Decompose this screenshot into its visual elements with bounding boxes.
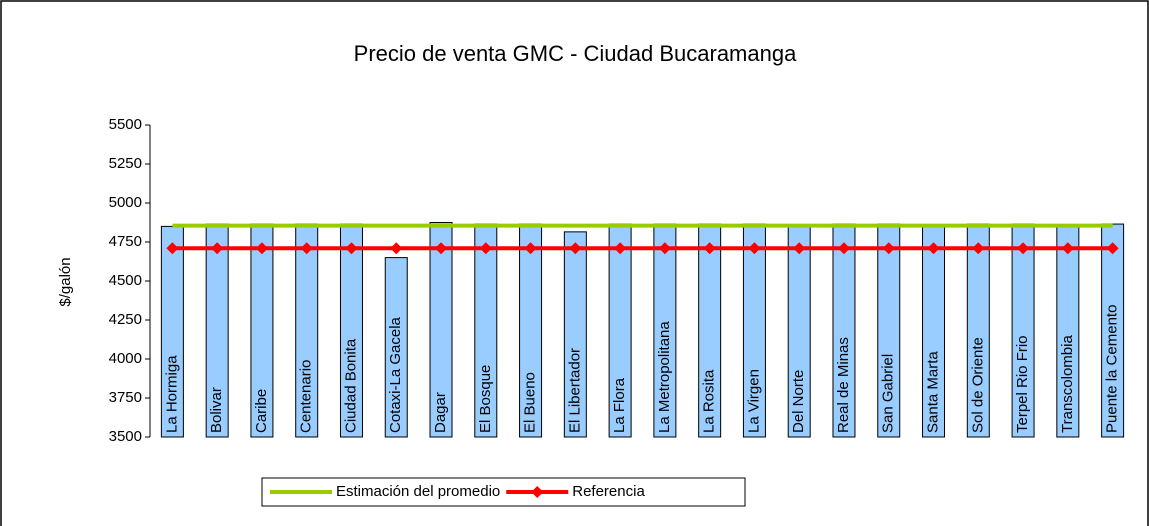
x-tick-label: La Metropolitana xyxy=(656,321,673,433)
x-tick-label: Transcolombia xyxy=(1059,335,1076,433)
bar xyxy=(384,257,408,438)
x-tick-label: Real de Minas xyxy=(835,337,852,433)
line-marker xyxy=(748,242,761,255)
x-tick-label: Bolivar xyxy=(208,387,225,433)
line-marker xyxy=(435,242,448,255)
x-tick-label: La Rosita xyxy=(701,369,718,433)
legend-box xyxy=(261,477,746,507)
line-marker xyxy=(390,242,403,255)
line-marker xyxy=(211,242,224,255)
line-marker xyxy=(569,242,582,255)
y-tick-label: 3750 xyxy=(109,389,142,406)
line-marker xyxy=(837,242,850,255)
y-tick-label: 3500 xyxy=(109,428,142,445)
y-tick-label: 4000 xyxy=(109,350,142,367)
legend-marker xyxy=(531,486,544,498)
y-tick-label: 5000 xyxy=(109,194,142,211)
y-tick-label: 5500 xyxy=(109,116,142,133)
x-tick-label: La Virgen xyxy=(745,369,762,433)
line-marker xyxy=(166,242,179,255)
x-tick-label: Ciudad Bonita xyxy=(342,338,359,433)
line-marker xyxy=(658,242,671,255)
line-marker xyxy=(300,242,313,255)
line-marker xyxy=(614,242,627,255)
chart-title: Precio de venta GMC - Ciudad Bucaramanga xyxy=(354,41,797,66)
x-tick-label: El Bosque xyxy=(477,365,494,433)
x-tick-label: Sol de Oriente xyxy=(969,337,986,433)
x-tick-label: Caribe xyxy=(253,389,270,433)
x-tick-label: Dagar xyxy=(432,392,449,433)
legend-label: Estimación del promedio xyxy=(336,483,500,500)
line-marker xyxy=(479,242,492,255)
line-marker xyxy=(1061,242,1074,255)
x-tick-label: La Hormiga xyxy=(163,355,180,433)
x-tick-label: La Flora xyxy=(611,377,628,433)
line-marker xyxy=(255,242,268,255)
line-marker xyxy=(972,242,985,255)
bar xyxy=(563,231,587,438)
line-marker xyxy=(927,242,940,255)
x-tick-label: Santa Marta xyxy=(924,351,941,433)
x-tick-label: Cotaxi-La Gacela xyxy=(387,316,404,433)
line-marker xyxy=(793,242,806,255)
line-marker xyxy=(524,242,537,255)
line-marker xyxy=(1017,242,1030,255)
y-axis-label: $/galón xyxy=(57,257,74,306)
line-marker xyxy=(703,242,716,255)
x-tick-label: El Libertador xyxy=(566,348,583,433)
x-tick-label: Centenario xyxy=(298,360,315,433)
x-tick-label: Terpel Rio Frio xyxy=(1014,335,1031,433)
y-tick-label: 4750 xyxy=(109,233,142,250)
x-tick-label: San Gabriel xyxy=(880,354,897,433)
x-tick-label: El Bueno xyxy=(522,372,539,433)
y-tick-label: 4500 xyxy=(109,272,142,289)
y-tick-label: 5250 xyxy=(109,155,142,172)
x-tick-label: Del Norte xyxy=(790,370,807,433)
line-marker xyxy=(345,242,358,255)
line-marker xyxy=(1106,242,1119,255)
legend-label: Referencia xyxy=(572,483,645,500)
bar xyxy=(429,222,453,438)
line-marker xyxy=(882,242,895,255)
x-tick-label: Puente la Cemento xyxy=(1104,305,1121,433)
y-tick-label: 4250 xyxy=(109,311,142,328)
